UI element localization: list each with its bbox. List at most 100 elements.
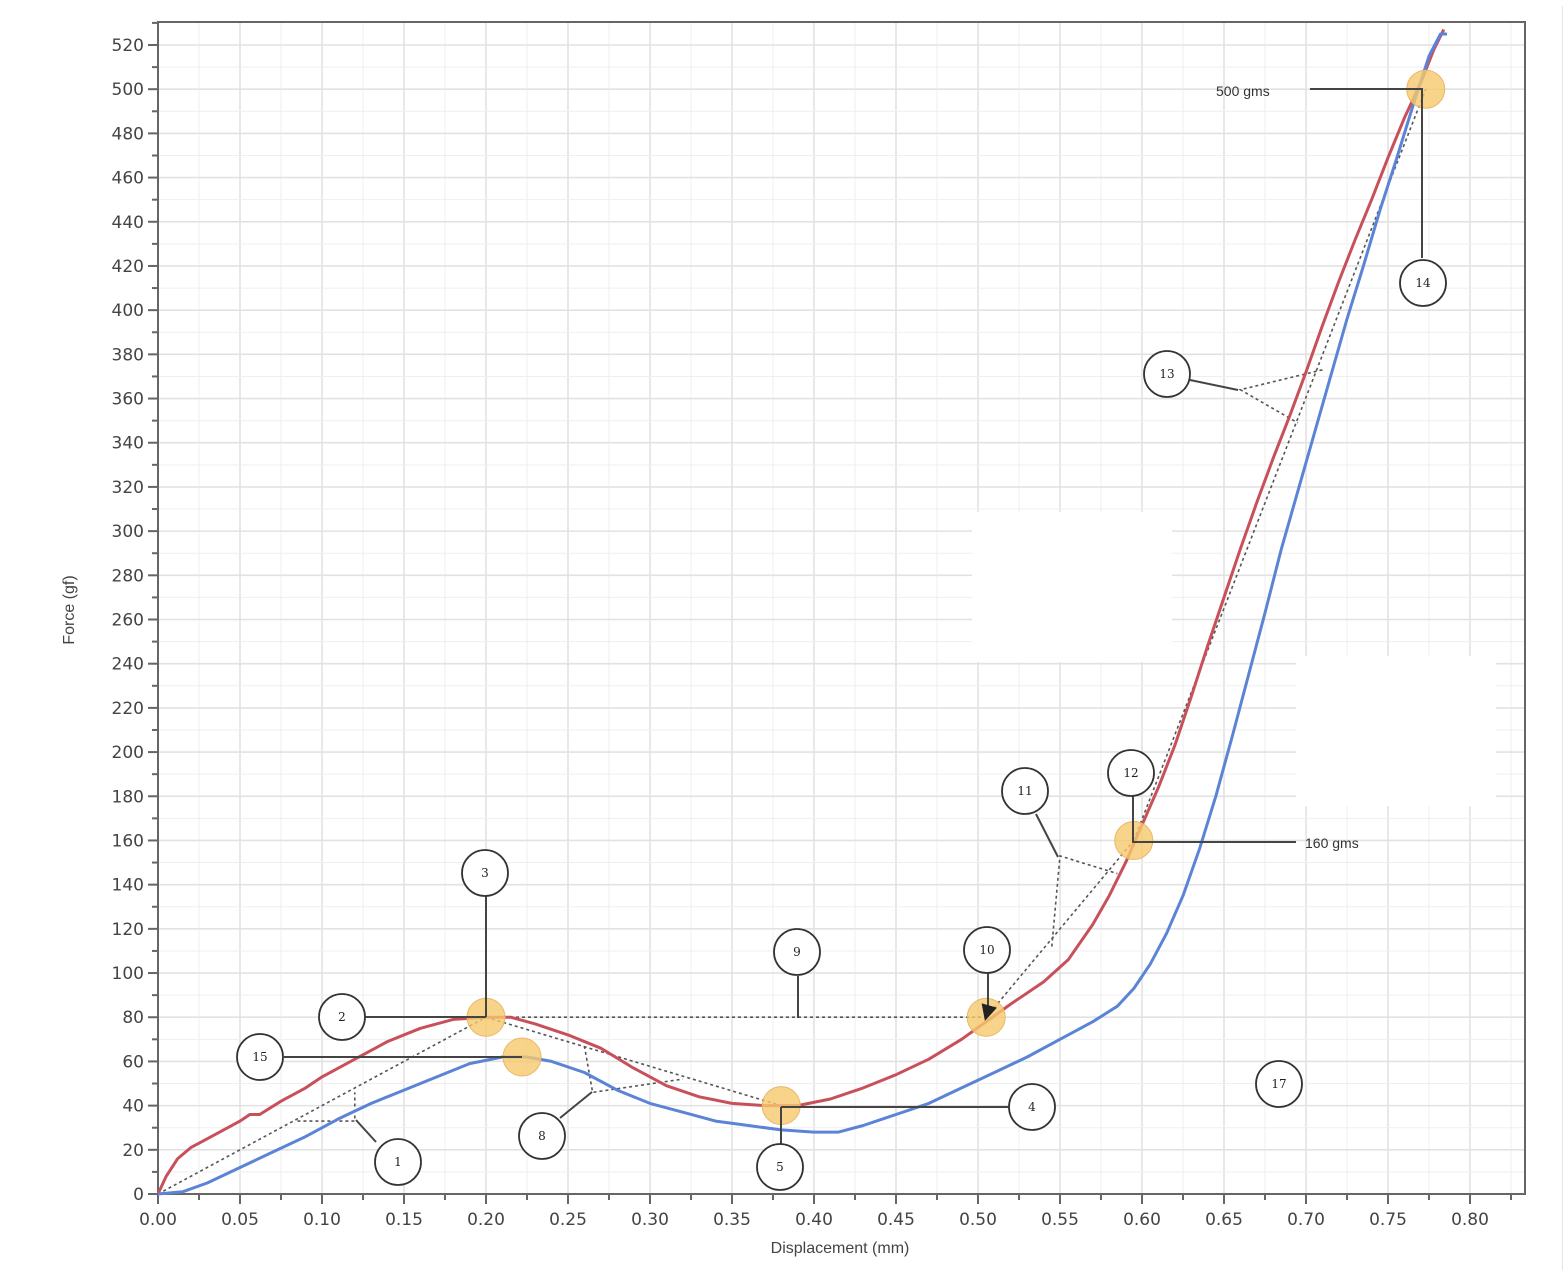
callout-label: 4 [1028,1100,1036,1114]
highlight-marker [966,997,1006,1037]
callout-label: 3 [481,866,489,880]
callout-label: 8 [538,1129,546,1143]
callout-8: 8 [518,1112,566,1160]
x-tick-label: 0.15 [385,1210,423,1230]
highlight-markers [466,69,1446,1126]
x-tick-label: 0.00 [139,1210,177,1230]
callout-circle [318,993,366,1041]
x-axis-title: Displacement (mm) [771,1240,910,1257]
y-tick-label: 120 [112,920,144,940]
callout-15: 15 [236,1033,284,1081]
x-tick-label: 0.80 [1451,1210,1489,1230]
x-tick-label: 0.70 [1287,1210,1325,1230]
y-tick-label: 360 [112,390,144,410]
callout-9: 9 [773,928,821,976]
callout-3: 3 [461,849,509,897]
callout-label: 13 [1159,367,1174,381]
callout-11: 11 [1001,767,1049,815]
y-tick-label: 500 [112,80,144,100]
y-tick-label: 40 [122,1097,144,1117]
callout-circle [963,926,1011,974]
y-tick-label: 480 [112,124,144,144]
callout-10: 10 [963,926,1011,974]
callout-17: 17 [1255,1060,1303,1108]
callout-circle [1107,749,1155,797]
plot-frame [157,21,1526,1195]
y-tick-label: 140 [112,876,144,896]
annotation-500-gms: 500 gms [1216,83,1270,99]
callout-14: 14 [1399,259,1447,307]
callout-5: 5 [756,1143,804,1191]
y-tick-label: 260 [112,611,144,631]
y-tick-label: 240 [112,655,144,675]
x-tick-label: 0.55 [1041,1210,1079,1230]
y-tick-label: 200 [112,743,144,763]
x-tick-label: 0.25 [549,1210,587,1230]
callout-circle [1008,1083,1056,1131]
callout-label: 14 [1415,276,1431,290]
callout-circle [1399,259,1447,307]
annotation-160-gms: 160 gms [1305,835,1359,851]
x-tick-label: 0.50 [959,1210,997,1230]
grid-lines [157,22,1525,1195]
callout-circle [374,1138,422,1186]
callout-label: 2 [338,1010,346,1024]
callout-circle [1001,767,1049,815]
x-tick-label: 0.45 [877,1210,915,1230]
y-tick-label: 100 [112,964,144,984]
callout-1: 1 [374,1138,422,1186]
y-tick-label: 320 [112,478,144,498]
value-annotations: 500 gms 160 gms [1216,83,1359,851]
axis-ticks: 0.00 0.05 0.10 0.15 0.20 0.25 0.30 0.35 0.40 0.45… [112,21,1512,1230]
window-edge [1562,6,1567,1270]
callout-13: 13 [1143,350,1191,398]
y-tick-label: 400 [112,301,144,321]
callout-circle [756,1143,804,1191]
callout-2: 2 [318,993,366,1041]
dotted-leader-lines [157,88,1427,1195]
y-tick-label: 420 [112,257,144,277]
x-tick-label: 0.20 [467,1210,505,1230]
callout-label: 9 [793,945,801,959]
x-tick-label: 0.75 [1369,1210,1407,1230]
y-tick-label: 440 [112,213,144,233]
y-tick-label: 460 [112,169,144,189]
callout-label: 5 [776,1160,784,1174]
press-curve [156,28,1446,1195]
callout-label: 17 [1271,1077,1286,1091]
x-tick-label: 0.30 [631,1210,669,1230]
y-tick-label: 280 [112,566,144,586]
y-tick-label: 180 [112,787,144,807]
callout-12: 12 [1107,749,1155,797]
y-tick-label: 300 [112,522,144,542]
callout-circle [461,849,509,897]
callout-label: 10 [979,943,994,957]
callout-circle [773,928,821,976]
callout-circle [1255,1060,1303,1108]
y-tick-label: 380 [112,345,144,365]
y-tick-label: 0 [133,1185,144,1205]
callout-label: 1 [394,1155,402,1169]
callout-label: 12 [1123,766,1138,780]
x-tick-label: 0.10 [303,1210,341,1230]
callout-circle [236,1033,284,1081]
y-axis-title: Force (gf) [61,575,78,644]
data-series [156,28,1447,1196]
callout-circle [518,1112,566,1160]
callout-4: 4 [1008,1083,1056,1131]
release-curve [157,32,1447,1196]
callout-label: 11 [1017,784,1032,798]
y-tick-label: 60 [122,1052,144,1072]
y-tick-label: 20 [122,1141,144,1161]
axes [157,21,1526,1195]
blank-patches [972,512,1496,806]
y-tick-label: 520 [112,36,144,56]
x-tick-label: 0.65 [1205,1210,1243,1230]
callout-label: 15 [252,1050,267,1064]
x-tick-label: 0.35 [713,1210,751,1230]
callout-circle [1143,350,1191,398]
callout-leader-lines [284,88,1423,1145]
x-tick-label: 0.05 [221,1210,259,1230]
